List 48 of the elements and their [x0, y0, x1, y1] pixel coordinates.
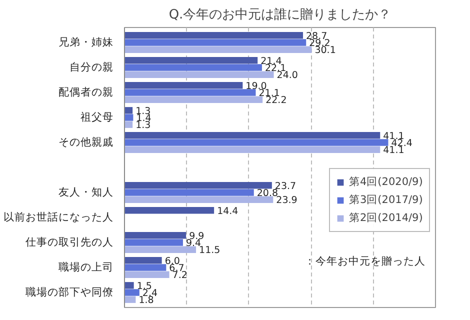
bar [124, 196, 274, 203]
bar [124, 89, 256, 96]
bar [124, 132, 380, 139]
bar [124, 182, 272, 189]
y-tick-label: 兄弟・姉妹 [58, 36, 114, 48]
bar [124, 257, 162, 264]
bar [124, 246, 196, 253]
legend-label: 第4回(2020/9) [349, 175, 423, 189]
bar [124, 71, 274, 78]
y-tick-label: 友人・知人 [58, 186, 114, 198]
bar [124, 289, 140, 296]
bar [124, 107, 133, 114]
bar [124, 46, 312, 53]
chart-title: Q.今年のお中元は誰に贈りましたか？ [168, 8, 392, 22]
annotation: ：今年お中元を贈った人 [304, 254, 426, 268]
data-label: 23.9 [276, 195, 298, 206]
y-tick-label: 自分の親 [70, 60, 114, 74]
y-tick-label: 祖父母 [80, 110, 114, 124]
y-tick-label: 職場の上司 [58, 260, 114, 274]
bar [124, 64, 262, 71]
data-label: 30.1 [314, 45, 336, 56]
legend-label: 第3回(2017/9) [349, 193, 423, 207]
data-label: 11.5 [199, 245, 220, 256]
y-tick-label: 職場の部下や同僚 [26, 286, 114, 298]
y-tick-label: 仕事の取引先の人 [26, 236, 114, 248]
bar [124, 232, 186, 239]
bar [124, 32, 304, 39]
bar [124, 207, 214, 214]
bar [124, 264, 166, 271]
bar [124, 139, 388, 146]
bar [124, 189, 254, 196]
bar [124, 296, 136, 303]
bar [124, 121, 133, 128]
legend-label: 第2回(2014/9) [349, 211, 423, 225]
bar [124, 271, 170, 278]
data-label: 14.4 [217, 206, 238, 217]
bar [124, 114, 134, 121]
bar [124, 282, 134, 289]
bar [124, 57, 258, 64]
data-label: 20.8 [256, 188, 278, 199]
y-tick-label: その他親戚 [58, 136, 114, 148]
bar [124, 82, 243, 89]
bar [124, 239, 183, 246]
bar [124, 146, 380, 153]
y-tick-label: 以前お世話になった人 [4, 210, 114, 224]
y-tick-label: 配偶者の親 [58, 86, 114, 98]
bar [124, 39, 306, 46]
bar [124, 96, 263, 103]
